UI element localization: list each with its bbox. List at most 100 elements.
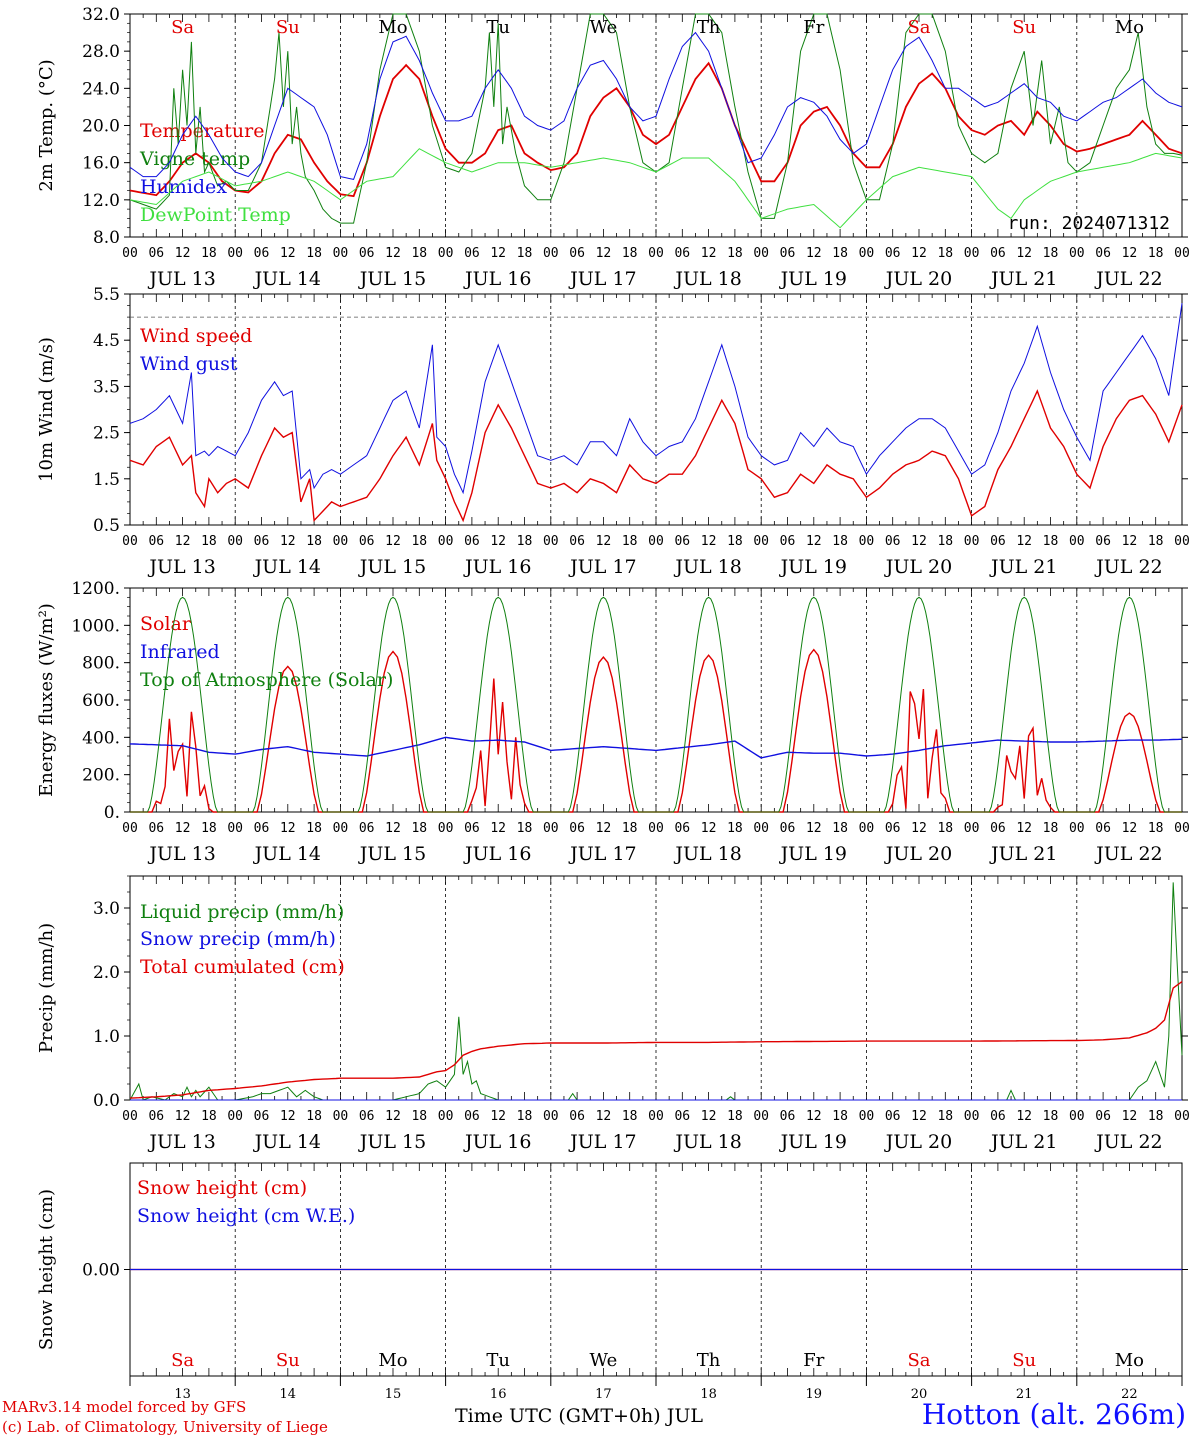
y-tick-label: 32.0 <box>82 5 120 25</box>
legend-wind-gust: Wind gust <box>140 353 238 375</box>
legend-snow-precip-mm-h-: Snow precip (mm/h) <box>140 928 336 950</box>
hour-tick-label: 00 <box>438 534 454 549</box>
panel-4: 0.0 1.0 2.0 3.0 Precip (mm/h) Liquid precip (… <box>36 875 1190 1153</box>
hour-tick-label: 12 <box>596 821 612 836</box>
y-axis-label: Precip (mm/h) <box>36 923 57 1053</box>
hour-tick-label: 18 <box>201 246 217 261</box>
hour-tick-label: 06 <box>464 1109 480 1124</box>
hour-tick-label: 18 <box>622 246 638 261</box>
hour-tick-label: 12 <box>280 534 296 549</box>
weekday-label-bottom: Mo <box>1115 1350 1144 1371</box>
hour-tick-label: 12 <box>175 1109 191 1124</box>
hour-tick-label: 12 <box>1016 246 1032 261</box>
hour-tick-label: 06 <box>1095 246 1111 261</box>
legend-snow-height-cm-: Snow height (cm) <box>137 1177 307 1199</box>
hour-tick-label: 12 <box>490 534 506 549</box>
hour-tick-label: 00 <box>964 821 980 836</box>
hour-tick-label: 18 <box>937 246 953 261</box>
y-tick-label: 0. <box>104 803 120 823</box>
y-tick-label: 16.0 <box>82 154 120 174</box>
weekday-label-bottom: Su <box>1012 1350 1036 1371</box>
panel-1: 8.0 12.0 16.0 20.0 24.0 28.0 32.0 2m Temp. (°C)… <box>36 5 1190 290</box>
hour-tick-label: 06 <box>569 246 585 261</box>
hour-tick-label: 00 <box>543 246 559 261</box>
hour-tick-label: 18 <box>306 821 322 836</box>
weekday-label: Su <box>276 17 300 38</box>
series-infrared-line <box>129 736 1183 759</box>
y-axis-label: 2m Temp. (°C) <box>36 59 57 191</box>
hour-tick-label: 06 <box>990 821 1006 836</box>
hour-tick-label: 18 <box>622 534 638 549</box>
legend-top-of-atmosphere-solar-: Top of Atmosphere (Solar) <box>140 669 393 691</box>
series-humidex-line <box>129 31 1183 180</box>
hour-tick-label: 00 <box>964 534 980 549</box>
hour-tick-label: 06 <box>359 534 375 549</box>
day-label: JUL 20 <box>884 556 952 578</box>
hour-tick-label: 06 <box>464 821 480 836</box>
y-tick-label: 3.0 <box>93 899 120 919</box>
hour-tick-label: 12 <box>701 246 717 261</box>
hour-tick-label: 12 <box>806 821 822 836</box>
day-label: JUL 21 <box>989 268 1057 290</box>
hour-tick-label: 18 <box>937 1109 953 1124</box>
day-label: JUL 18 <box>673 843 741 865</box>
hour-tick-label: 06 <box>1095 534 1111 549</box>
hour-tick-label: 00 <box>1174 821 1190 836</box>
hour-tick-label: 12 <box>596 1109 612 1124</box>
day-label: JUL 14 <box>253 268 321 290</box>
y-tick-label: 1000. <box>71 616 120 636</box>
hour-tick-label: 06 <box>1095 1109 1111 1124</box>
hour-tick-label: 06 <box>569 1109 585 1124</box>
hour-tick-label: 18 <box>306 534 322 549</box>
hour-tick-label: 12 <box>490 1109 506 1124</box>
hour-tick-label: 06 <box>1095 821 1111 836</box>
y-tick-label: 5.5 <box>93 285 120 305</box>
day-label: JUL 17 <box>568 268 636 290</box>
weekday-label-bottom: Fr <box>803 1350 824 1371</box>
hour-tick-label: 00 <box>859 534 875 549</box>
y-tick-label: 400. <box>82 728 120 748</box>
weekday-label: Sa <box>171 17 194 38</box>
day-number-label: 15 <box>385 1387 402 1402</box>
hour-tick-label: 18 <box>727 1109 743 1124</box>
series-top-of-atmosphere-solar--line <box>130 596 1182 813</box>
hour-tick-label: 12 <box>1016 1109 1032 1124</box>
series-dewpoint-temp-line <box>129 148 1183 229</box>
day-label: JUL 13 <box>147 556 215 578</box>
hour-tick-label: 18 <box>201 1109 217 1124</box>
day-label: JUL 22 <box>1094 556 1162 578</box>
hour-tick-label: 18 <box>1043 534 1059 549</box>
hour-tick-label: 18 <box>1148 534 1164 549</box>
day-label: JUL 15 <box>358 1131 426 1153</box>
hour-tick-label: 12 <box>490 246 506 261</box>
day-number-label: 21 <box>1016 1387 1033 1402</box>
hour-tick-label: 18 <box>1043 246 1059 261</box>
hour-tick-label: 00 <box>543 821 559 836</box>
hour-tick-label: 00 <box>333 1109 349 1124</box>
day-label: JUL 16 <box>463 843 531 865</box>
day-label: JUL 20 <box>884 1131 952 1153</box>
hour-tick-label: 18 <box>727 821 743 836</box>
y-tick-label: 12.0 <box>82 191 120 211</box>
day-label: JUL 14 <box>253 843 321 865</box>
hour-tick-label: 18 <box>306 246 322 261</box>
hour-tick-label: 18 <box>1148 821 1164 836</box>
day-number-label: 20 <box>911 1387 928 1402</box>
day-label: JUL 17 <box>568 843 636 865</box>
hour-tick-label: 06 <box>254 821 270 836</box>
day-label: JUL 17 <box>568 556 636 578</box>
hour-tick-label: 12 <box>911 246 927 261</box>
day-label: JUL 22 <box>1094 843 1162 865</box>
day-label: JUL 13 <box>147 843 215 865</box>
series-temperature-line <box>129 61 1183 198</box>
day-label: JUL 18 <box>673 556 741 578</box>
hour-tick-label: 06 <box>674 246 690 261</box>
hour-tick-label: 12 <box>385 1109 401 1124</box>
hour-tick-label: 06 <box>885 534 901 549</box>
hour-tick-label: 00 <box>1174 1109 1190 1124</box>
legend-infrared: Infrared <box>140 641 220 663</box>
y-tick-label: 600. <box>82 691 120 711</box>
hour-tick-label: 12 <box>596 246 612 261</box>
y-tick-label: 200. <box>82 766 120 786</box>
